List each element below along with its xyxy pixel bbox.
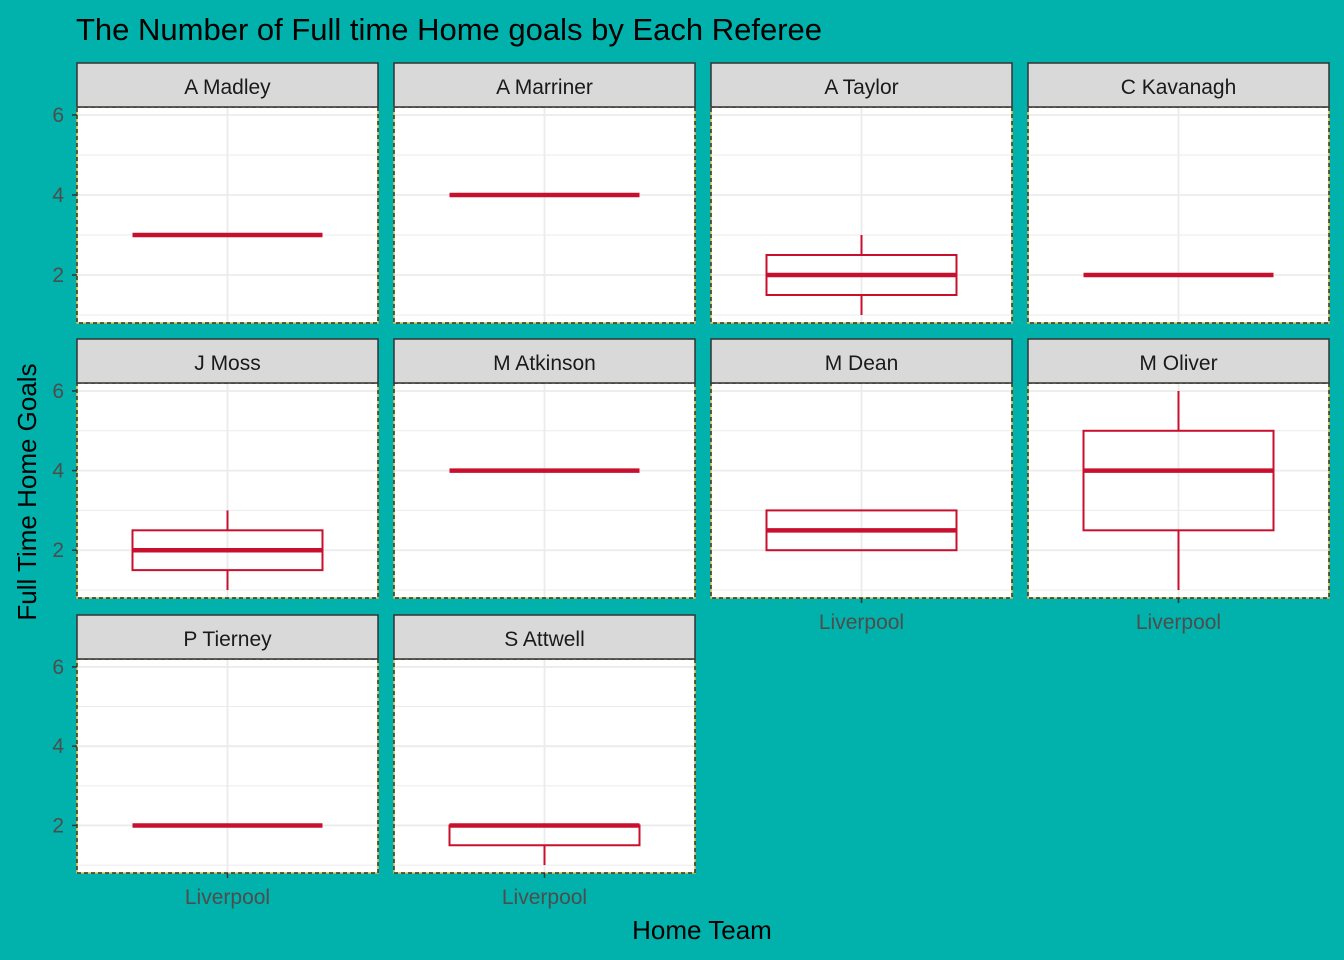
y-tick-label: 4 <box>52 735 64 758</box>
chart-title: The Number of Full time Home goals by Ea… <box>76 12 822 47</box>
strip-background <box>1027 62 1330 108</box>
strip-label: S Attwell <box>504 628 585 651</box>
x-tick-label: Liverpool <box>502 886 587 909</box>
y-axis-title: Full Time Home Goals <box>12 363 42 620</box>
strip-background <box>76 338 379 384</box>
facet-panel: P Tierney 2 4 6 Liverpool <box>52 614 379 909</box>
strip-background <box>76 614 379 660</box>
facet-panel: C Kavanagh <box>1027 62 1330 324</box>
strip-background <box>393 62 696 108</box>
y-tick-label: 4 <box>52 460 64 483</box>
x-axis-title: Home Team <box>632 915 772 945</box>
facet-panel: S Attwell Liverpool <box>393 614 696 909</box>
y-tick-label: 2 <box>52 264 64 287</box>
strip-background <box>393 338 696 384</box>
y-tick-label: 6 <box>52 104 64 127</box>
y-tick-label: 2 <box>52 814 64 837</box>
box-iqr <box>1082 429 1275 532</box>
strip-label: P Tierney <box>183 628 272 651</box>
facet-panel: A Madley 2 4 6 <box>52 62 379 324</box>
strip-label: A Madley <box>184 76 271 99</box>
strip-background <box>710 338 1013 384</box>
strip-label: M Oliver <box>1139 352 1217 375</box>
facet-panel: M Oliver Liverpool <box>1027 338 1330 634</box>
facet-panel: M Atkinson <box>393 338 696 599</box>
strip-background <box>710 62 1013 108</box>
x-tick-label: Liverpool <box>185 886 270 909</box>
strip-label: J Moss <box>194 352 261 375</box>
strip-background <box>1027 338 1330 384</box>
facet-panel: J Moss 2 4 6 <box>52 338 379 599</box>
strip-label: A Taylor <box>824 76 898 99</box>
y-tick-label: 4 <box>52 184 64 207</box>
y-tick-label: 6 <box>52 380 64 403</box>
strip-label: M Dean <box>825 352 899 375</box>
strip-label: A Marriner <box>496 76 593 99</box>
strip-label: M Atkinson <box>493 352 596 375</box>
strip-background <box>76 62 379 108</box>
y-tick-label: 2 <box>52 539 64 562</box>
facet-panels: A Madley 2 4 6 A Marriner A Taylor C Kavanagh J… <box>52 62 1330 909</box>
x-tick-label: Liverpool <box>819 611 904 634</box>
strip-label: C Kavanagh <box>1121 76 1237 99</box>
x-tick-label: Liverpool <box>1136 611 1221 634</box>
y-tick-label: 6 <box>52 656 64 679</box>
strip-background <box>393 614 696 660</box>
facet-panel: M Dean Liverpool <box>710 338 1013 634</box>
facet-panel: A Marriner <box>393 62 696 324</box>
facet-panel: A Taylor <box>710 62 1013 324</box>
